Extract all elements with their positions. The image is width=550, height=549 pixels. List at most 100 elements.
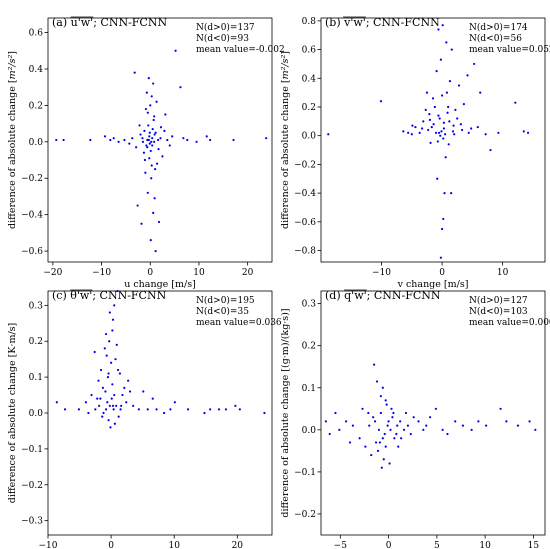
- y-tick-label: −0.1: [294, 468, 316, 478]
- data-point: [62, 138, 65, 142]
- data-point: [454, 108, 457, 111]
- data-point: [238, 408, 241, 411]
- data-point: [434, 407, 437, 410]
- data-point: [375, 380, 379, 383]
- data-point: [182, 137, 185, 140]
- data-point: [383, 432, 386, 436]
- data-point: [117, 415, 120, 418]
- data-point: [445, 41, 448, 44]
- panel-title: (d) q'w'; CNN-FCNN: [325, 289, 441, 302]
- x-tick-label: 5: [434, 541, 440, 549]
- stats-text: mean value=0.052: [469, 45, 550, 55]
- data-point: [379, 100, 383, 103]
- data-point: [263, 411, 266, 415]
- x-tick-label: 0: [147, 268, 153, 278]
- data-point: [324, 420, 327, 423]
- data-point: [96, 397, 99, 400]
- data-point: [412, 416, 415, 419]
- data-point: [108, 404, 111, 407]
- y-tick-label: −0.3: [21, 517, 43, 527]
- y-tick-label: 0.8: [302, 17, 317, 27]
- data-point: [438, 117, 441, 120]
- y-tick-label: 0.0: [29, 409, 44, 419]
- data-point: [391, 416, 394, 419]
- data-point: [159, 126, 163, 129]
- y-tick-label: 0.1: [29, 373, 43, 383]
- data-point: [147, 124, 150, 127]
- data-point: [392, 411, 395, 415]
- data-point: [99, 368, 103, 372]
- data-point: [390, 407, 393, 410]
- data-point: [118, 372, 122, 375]
- data-point: [232, 138, 235, 142]
- data-point: [156, 138, 160, 142]
- data-point: [450, 192, 453, 195]
- data-point: [111, 404, 115, 407]
- y-axis-label: difference of absolute change [K·m/s]: [7, 323, 18, 504]
- data-point: [476, 125, 479, 129]
- data-point: [131, 137, 134, 140]
- y-tick-label: 0.3: [29, 301, 44, 311]
- data-point: [395, 432, 398, 436]
- data-point: [144, 171, 147, 174]
- data-point: [440, 130, 443, 133]
- data-point: [151, 397, 154, 400]
- data-point: [327, 133, 330, 136]
- data-point: [154, 131, 157, 134]
- x-tick-label: −10: [372, 268, 391, 278]
- data-point: [348, 441, 352, 444]
- data-point: [55, 138, 58, 142]
- data-point: [374, 441, 378, 444]
- data-point: [103, 135, 107, 138]
- data-point: [396, 424, 399, 427]
- y-axis-label: difference of absolute change [(g·m)/(kg…: [280, 308, 291, 517]
- title-variable: q'w': [344, 289, 367, 302]
- stats-text: mean value=0.036: [196, 318, 282, 328]
- data-point: [146, 111, 149, 114]
- data-point: [450, 48, 453, 51]
- x-tick-label: 0: [386, 541, 392, 549]
- y-tick-label: 0.2: [302, 103, 316, 113]
- x-tick-label: 15: [528, 541, 540, 549]
- data-point: [116, 368, 120, 372]
- data-point: [141, 137, 144, 140]
- data-point: [446, 111, 449, 114]
- x-axis-label: v change [m/s]: [397, 279, 469, 290]
- y-tick-label: 0.2: [302, 342, 316, 352]
- data-point: [442, 121, 445, 124]
- data-point: [137, 408, 140, 411]
- data-point: [265, 137, 268, 140]
- data-point: [379, 395, 382, 398]
- data-point: [378, 441, 381, 444]
- data-point: [430, 125, 433, 129]
- data-point: [489, 148, 492, 152]
- data-point: [407, 131, 410, 134]
- data-point: [150, 95, 153, 98]
- data-point: [151, 144, 154, 147]
- data-point: [147, 138, 150, 142]
- stats-text: N(d<0)=56: [469, 33, 522, 44]
- data-point: [163, 129, 166, 132]
- data-point: [168, 144, 171, 147]
- data-point: [161, 155, 164, 158]
- axes-frame: [320, 290, 546, 536]
- data-point: [422, 428, 425, 431]
- y-tick-label: 0.2: [29, 337, 43, 347]
- data-point: [459, 123, 462, 126]
- data-point: [138, 124, 141, 127]
- data-point: [421, 127, 424, 130]
- data-point: [440, 227, 444, 231]
- data-point: [152, 118, 155, 122]
- data-point: [109, 426, 112, 429]
- panel-title: (a) u'w'; CNN-FCNN: [52, 16, 167, 29]
- data-point: [534, 428, 537, 431]
- data-point: [370, 453, 373, 457]
- data-point: [142, 151, 146, 154]
- x-tick-label: −5: [334, 541, 348, 549]
- data-point: [148, 131, 151, 134]
- data-point: [163, 411, 166, 415]
- data-point: [153, 140, 156, 143]
- y-tick-label: −0.2: [294, 510, 316, 520]
- title-variable: v'w': [343, 16, 366, 29]
- data-point: [110, 397, 113, 400]
